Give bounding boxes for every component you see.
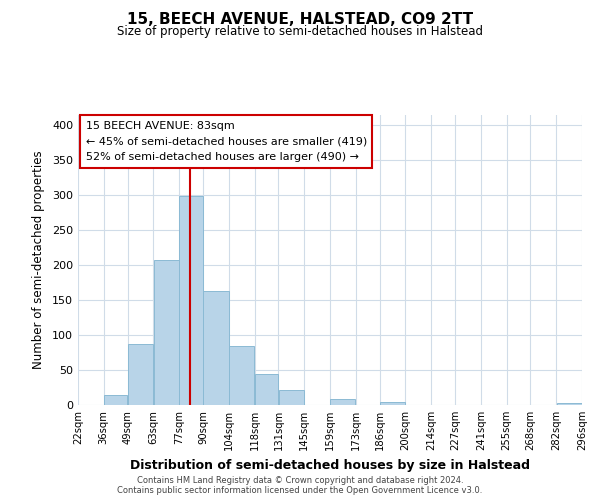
- Bar: [330, 400, 355, 405]
- Text: 15, BEECH AVENUE, HALSTEAD, CO9 2TT: 15, BEECH AVENUE, HALSTEAD, CO9 2TT: [127, 12, 473, 28]
- Bar: [255, 374, 278, 405]
- Bar: [128, 344, 153, 405]
- Bar: [104, 394, 127, 405]
- Bar: [203, 291, 229, 405]
- Bar: [154, 260, 179, 405]
- Bar: [557, 403, 582, 405]
- X-axis label: Distribution of semi-detached houses by size in Halstead: Distribution of semi-detached houses by …: [130, 458, 530, 471]
- Bar: [380, 402, 405, 405]
- Y-axis label: Number of semi-detached properties: Number of semi-detached properties: [32, 150, 45, 370]
- Bar: [179, 196, 203, 405]
- Text: 15 BEECH AVENUE: 83sqm
← 45% of semi-detached houses are smaller (419)
52% of se: 15 BEECH AVENUE: 83sqm ← 45% of semi-det…: [86, 121, 367, 162]
- Text: Contains public sector information licensed under the Open Government Licence v3: Contains public sector information licen…: [118, 486, 482, 495]
- Bar: [229, 346, 254, 405]
- Text: Contains HM Land Registry data © Crown copyright and database right 2024.: Contains HM Land Registry data © Crown c…: [137, 476, 463, 485]
- Bar: [279, 390, 304, 405]
- Text: Size of property relative to semi-detached houses in Halstead: Size of property relative to semi-detach…: [117, 25, 483, 38]
